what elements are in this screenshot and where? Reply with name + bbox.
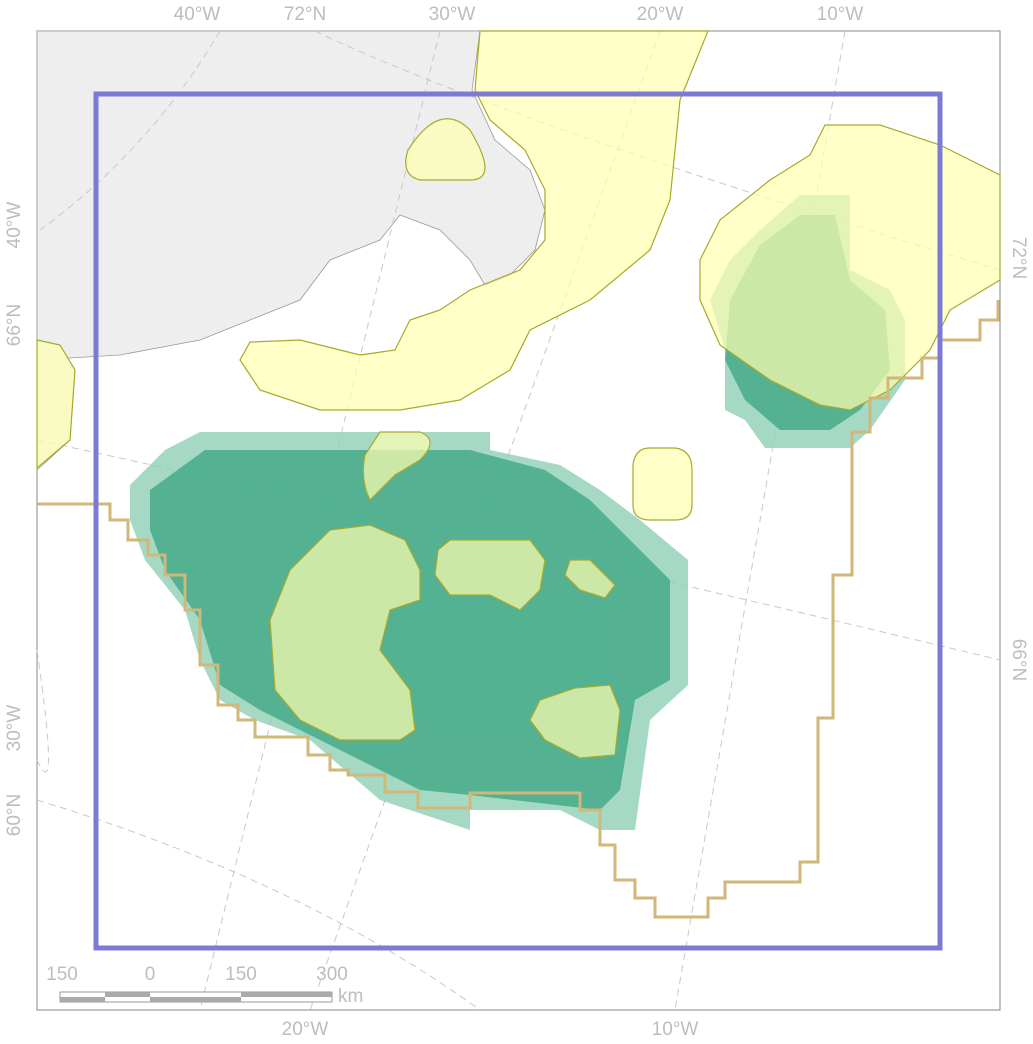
range-area — [564, 559, 616, 599]
range-area — [239, 30, 709, 411]
scale-bar-segment — [241, 992, 332, 997]
range-area — [434, 539, 546, 611]
scale-bar-segment — [105, 992, 150, 997]
scale-bar-segment — [150, 997, 241, 1002]
graticule-label: 60°N — [4, 794, 25, 836]
graticule-label: 40°W — [4, 202, 25, 249]
graticule-label: 66°N — [1008, 639, 1029, 681]
graticule-label: 72°N — [1008, 237, 1029, 279]
graticule-label: 72°N — [284, 4, 326, 25]
range-area — [405, 118, 486, 181]
range-area — [699, 124, 1001, 411]
graticule-label: 30°W — [4, 705, 25, 752]
graticule-label: 30°W — [429, 4, 476, 25]
scale-tick-label: 300 — [316, 964, 348, 985]
graticule-label: 66°N — [4, 304, 25, 346]
scale-tick-label: 150 — [46, 964, 78, 985]
range-area — [632, 447, 693, 521]
range-area — [36, 339, 76, 470]
greenland — [36, 30, 546, 361]
graticule-label: 10°W — [817, 4, 864, 25]
boundary-line — [37, 300, 1000, 919]
scale-bar — [59, 991, 333, 1003]
graticule-line — [36, 649, 49, 773]
graticule-label: 20°W — [637, 4, 684, 25]
range-polygons — [36, 30, 1001, 759]
graticule-line — [36, 799, 481, 1011]
study-area — [93, 91, 943, 951]
graticule-label: 10°W — [652, 1019, 699, 1040]
range-area — [529, 684, 621, 759]
range-area — [362, 431, 431, 502]
graticule-line — [314, 30, 1001, 271]
scale-tick-label: 0 — [145, 964, 156, 985]
scale-bar-segment — [60, 997, 105, 1002]
graticule-label: 40°W — [174, 4, 221, 25]
range-area — [269, 524, 421, 741]
graticule-line — [674, 30, 846, 1011]
graticule-label: 20°W — [282, 1019, 329, 1040]
scale-unit: km — [338, 986, 363, 1007]
scale-tick-label: 150 — [225, 964, 257, 985]
graticule-line — [39, 30, 221, 231]
